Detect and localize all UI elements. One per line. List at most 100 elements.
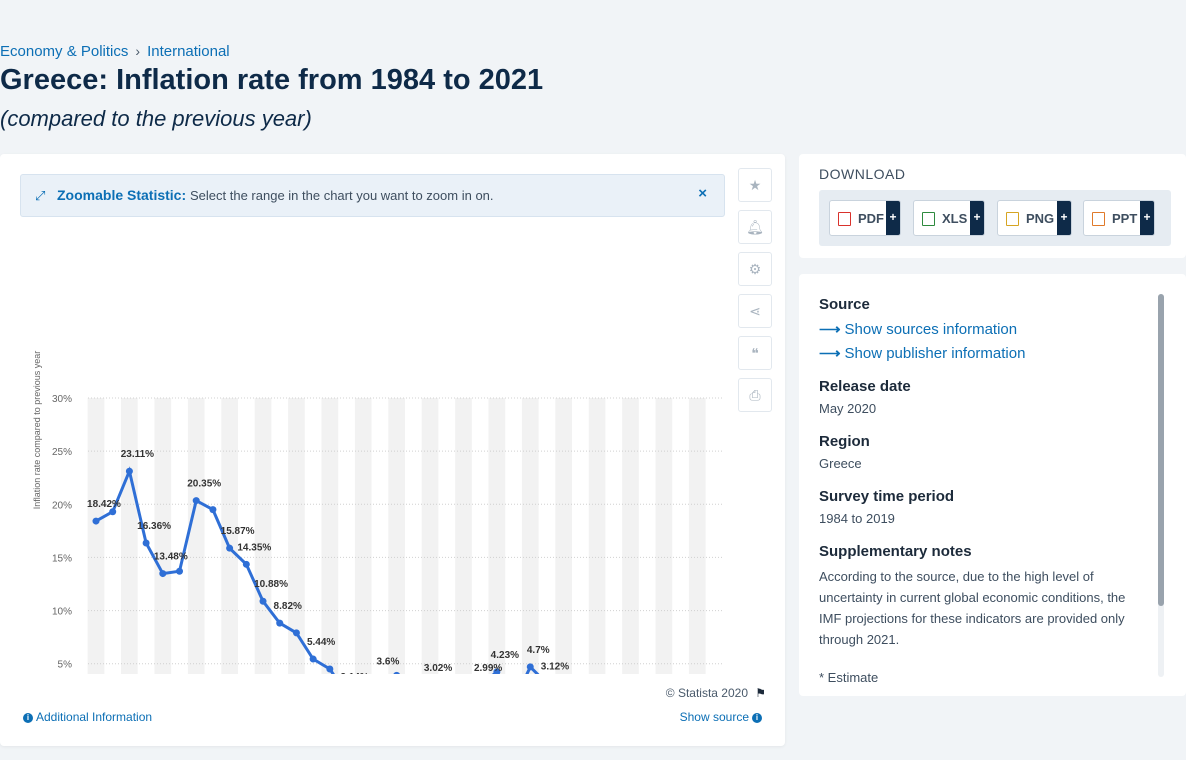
- flag-icon[interactable]: ⚑: [755, 686, 766, 700]
- y-tick-label: 5%: [58, 660, 73, 671]
- png-file-icon: [1006, 212, 1019, 226]
- pdf-file-icon: [838, 212, 851, 226]
- page-subtitle: (compared to the previous year): [0, 106, 312, 131]
- bell-icon[interactable]: 🔔︎: [738, 210, 772, 244]
- column-band: [521, 398, 539, 674]
- star-icon[interactable]: ★: [738, 168, 772, 202]
- y-tick-label: 10%: [52, 607, 72, 618]
- column-band: [688, 398, 706, 674]
- data-point[interactable]: [125, 467, 133, 475]
- column-band: [321, 398, 339, 674]
- info-scrollbar-thumb[interactable]: [1158, 294, 1164, 606]
- show-source-link[interactable]: Show source i: [680, 710, 765, 724]
- page-title: Greece: Inflation rate from 1984 to 2021: [0, 64, 544, 96]
- estimate-note: * Estimate: [819, 670, 879, 685]
- y-tick-label: 15%: [52, 553, 72, 564]
- data-label: 3.12%: [541, 662, 569, 673]
- y-tick-label: 30%: [52, 394, 72, 405]
- data-point[interactable]: [159, 570, 167, 578]
- download-xls-button[interactable]: XLS +: [913, 200, 985, 236]
- data-label: 16.36%: [137, 521, 171, 532]
- data-point[interactable]: [393, 671, 400, 674]
- data-label: 14.35%: [237, 542, 271, 553]
- column-band: [421, 398, 439, 674]
- source-heading: Source: [819, 296, 870, 313]
- download-ppt-button[interactable]: PPT +: [1083, 200, 1155, 236]
- y-tick-label: 25%: [52, 447, 72, 458]
- zoom-banner-title: Zoomable Statistic:: [57, 187, 187, 203]
- data-point[interactable]: [276, 619, 284, 627]
- close-icon[interactable]: ×: [698, 185, 707, 202]
- data-label: 2.14%: [340, 672, 368, 674]
- data-label: 18.42%: [87, 499, 121, 510]
- arrow-right-icon: ⟶: [819, 345, 841, 362]
- data-point[interactable]: [92, 517, 100, 525]
- data-point[interactable]: [309, 655, 317, 663]
- print-icon[interactable]: ⎙: [738, 378, 772, 412]
- survey-period-value: 1984 to 2019: [819, 511, 895, 526]
- data-point[interactable]: [209, 506, 217, 514]
- download-buttons: PDF + XLS + PNG + PPT +: [819, 190, 1171, 246]
- top-bar: [0, 0, 1186, 36]
- column-band: [221, 398, 238, 674]
- chart-card: ⤢ Zoomable Statistic: Select the range i…: [0, 154, 785, 746]
- data-point[interactable]: [242, 560, 250, 568]
- column-band: [354, 398, 372, 674]
- survey-period-heading: Survey time period: [819, 488, 955, 505]
- breadcrumb-economy-link[interactable]: Economy & Politics: [0, 43, 129, 60]
- data-label: 4.23%: [491, 650, 519, 661]
- download-pdf-button[interactable]: PDF +: [829, 200, 901, 236]
- data-point[interactable]: [176, 567, 184, 575]
- supplementary-notes-text: According to the source, due to the high…: [819, 569, 1126, 647]
- download-card: DOWNLOAD PDF + XLS + PNG + PPT +: [799, 154, 1186, 258]
- data-label: 2.99%: [474, 663, 502, 674]
- data-point[interactable]: [326, 665, 334, 673]
- info-icon: i: [752, 712, 762, 723]
- expand-icon: ⤢: [35, 188, 46, 203]
- share-icon[interactable]: ⋖: [738, 294, 772, 328]
- data-point[interactable]: [493, 668, 501, 674]
- gear-icon[interactable]: ⚙: [738, 252, 772, 286]
- data-point[interactable]: [526, 663, 534, 671]
- data-point[interactable]: [259, 597, 267, 605]
- info-card: Source ⟶ Show sources information ⟶ Show p…: [799, 274, 1186, 696]
- column-band: [555, 398, 573, 674]
- chart-toolbar: ★ 🔔︎ ⚙ ⋖ ❝ ⎙: [738, 168, 772, 420]
- arrow-right-icon: ⟶: [819, 321, 841, 338]
- column-band: [455, 398, 472, 674]
- download-png-button[interactable]: PNG +: [997, 200, 1072, 236]
- region-heading: Region: [819, 433, 870, 450]
- data-point[interactable]: [109, 508, 117, 516]
- column-band: [288, 398, 305, 674]
- data-point[interactable]: [142, 539, 150, 547]
- y-tick-label: 20%: [52, 500, 72, 511]
- inflation-line-chart[interactable]: -5%0%5%10%15%20%25%30% 19841986198819901…: [0, 154, 730, 674]
- column-band: [87, 398, 105, 674]
- data-label: 5.44%: [307, 637, 335, 648]
- data-point[interactable]: [292, 629, 300, 637]
- data-label: 10.88%: [254, 579, 288, 590]
- show-publisher-link[interactable]: ⟶ Show publisher information: [819, 345, 1026, 362]
- column-band: [388, 398, 405, 674]
- y-axis-label: Inflation rate compared to previous year: [32, 351, 42, 510]
- show-sources-link[interactable]: ⟶ Show sources information: [819, 321, 1018, 338]
- quote-icon[interactable]: ❝: [738, 336, 772, 370]
- data-label: 4.7%: [527, 645, 550, 656]
- breadcrumb-international-link[interactable]: International: [147, 43, 230, 60]
- region-value: Greece: [819, 456, 862, 471]
- data-label: 23.11%: [121, 449, 154, 460]
- release-date-value: May 2020: [819, 401, 877, 416]
- xls-file-icon: [922, 212, 935, 226]
- data-label: 20.35%: [187, 479, 221, 490]
- supplementary-notes-heading: Supplementary notes: [819, 543, 972, 560]
- column-band: [121, 398, 138, 674]
- column-band: [154, 398, 172, 674]
- data-point[interactable]: [226, 544, 234, 552]
- column-band: [655, 398, 673, 674]
- data-label: 13.48%: [154, 552, 188, 563]
- column-band: [588, 398, 606, 674]
- column-band: [622, 398, 639, 674]
- column-band: [187, 398, 205, 674]
- data-point[interactable]: [192, 497, 200, 505]
- additional-info-link[interactable]: i Additional Information: [20, 710, 152, 724]
